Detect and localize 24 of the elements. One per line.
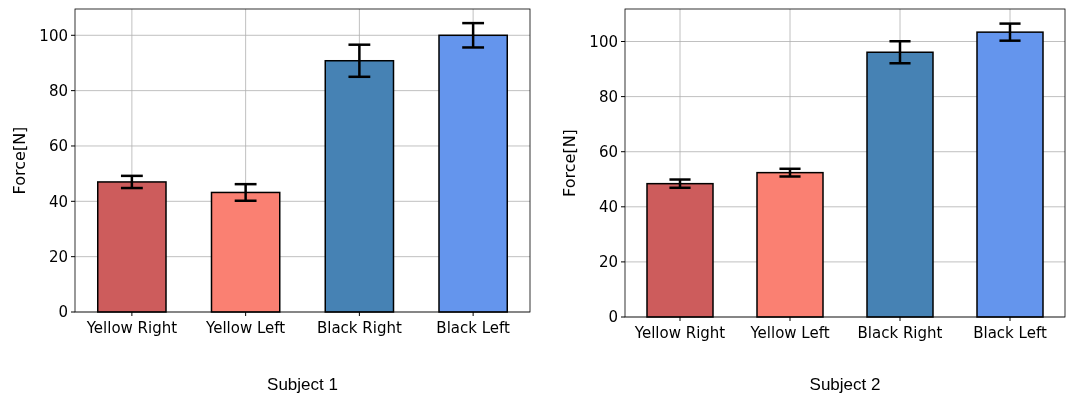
- y-tick-label: 20: [48, 247, 68, 266]
- y-tick-label: 80: [48, 81, 68, 100]
- y-tick-label: 100: [39, 26, 68, 45]
- y-tick-label: 40: [598, 198, 618, 217]
- y-tick-label: 60: [598, 142, 618, 161]
- x-tick-label: Black Right: [857, 324, 943, 342]
- x-tick-label: Yellow Left: [749, 324, 830, 342]
- y-tick-label: 20: [598, 253, 618, 272]
- x-tick-label: Yellow Right: [85, 319, 178, 337]
- y-tick-label: 0: [608, 308, 618, 327]
- y-tick-label: 40: [48, 192, 68, 211]
- y-axis-title: Force[N]: [10, 126, 29, 195]
- y-tick-label: 80: [598, 87, 618, 106]
- x-tick-label: Black Left: [973, 324, 1047, 342]
- y-axis-title: Force[N]: [560, 129, 579, 197]
- x-tick-label: Yellow Right: [633, 324, 726, 342]
- text: Subject 2: [809, 375, 881, 394]
- y-tick-label: 0: [58, 303, 68, 322]
- y-tick-label: 60: [48, 137, 68, 156]
- text: Subject 1: [267, 375, 338, 394]
- y-tick-label: 100: [589, 32, 618, 51]
- x-tick-label: Black Right: [316, 319, 402, 337]
- x-tick-label: Yellow Left: [205, 319, 286, 337]
- x-tick-label: Black Left: [436, 319, 511, 337]
